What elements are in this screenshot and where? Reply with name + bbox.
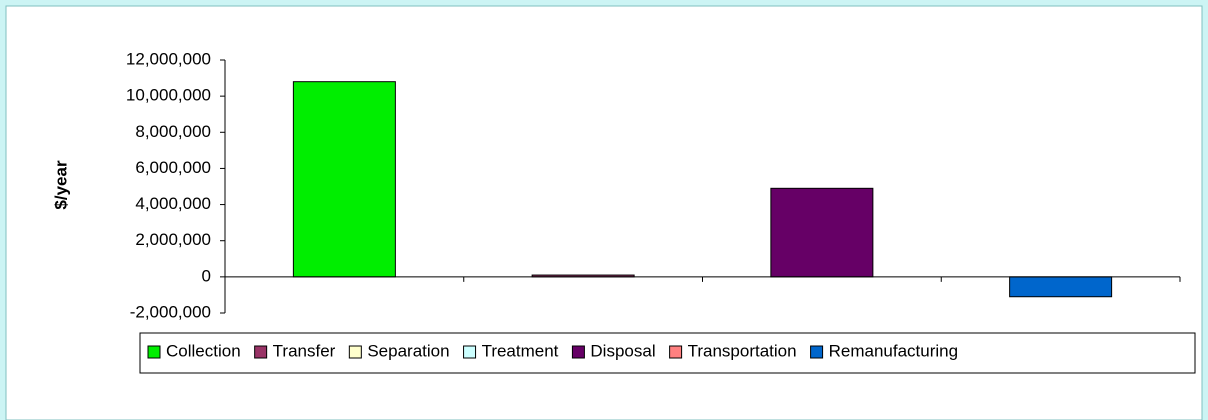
- legend-label: Collection: [166, 341, 241, 360]
- legend-label: Treatment: [482, 341, 559, 360]
- legend-label: Transportation: [688, 341, 797, 360]
- legend-swatch: [571, 345, 585, 359]
- legend-label: Remanufacturing: [829, 341, 958, 360]
- y-tick-label: -2,000,000: [130, 302, 211, 321]
- y-axis-label: $/year: [51, 160, 70, 210]
- legend-swatch: [348, 345, 362, 359]
- legend-box: [139, 332, 1196, 374]
- y-tick-label: 4,000,000: [135, 194, 211, 213]
- bar: [1009, 276, 1113, 298]
- y-tick-label: 2,000,000: [135, 230, 211, 249]
- y-tick-label: 8,000,000: [135, 122, 211, 141]
- y-tick-label: 6,000,000: [135, 158, 211, 177]
- legend-label: Transfer: [273, 341, 336, 360]
- legend-swatch: [147, 345, 161, 359]
- legend-swatch: [254, 345, 268, 359]
- y-tick-label: 10,000,000: [126, 86, 211, 105]
- legend-swatch: [810, 345, 824, 359]
- bar: [770, 187, 874, 278]
- bar: [292, 81, 396, 278]
- y-tick-label: 0: [202, 266, 211, 285]
- legend-swatch: [463, 345, 477, 359]
- legend-label: Disposal: [590, 341, 655, 360]
- legend-label: Separation: [367, 341, 449, 360]
- legend-swatch: [669, 345, 683, 359]
- y-tick-label: 12,000,000: [126, 49, 211, 68]
